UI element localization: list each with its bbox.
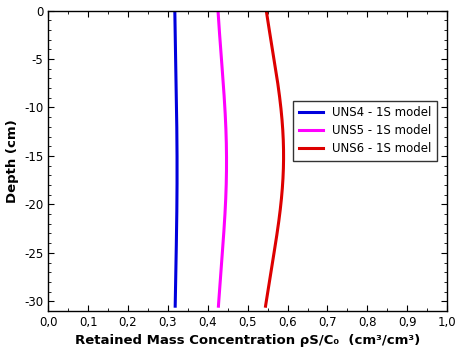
UNS6 - 1S model <box>263 8 269 13</box>
UNS4 - 1S model <box>172 8 177 13</box>
UNS5 - 1S model <box>216 304 221 308</box>
Legend: UNS4 - 1S model, UNS5 - 1S model, UNS6 - 1S model: UNS4 - 1S model, UNS5 - 1S model, UNS6 -… <box>293 101 437 161</box>
Line: UNS4 - 1S model: UNS4 - 1S model <box>175 11 177 306</box>
UNS6 - 1S model <box>272 61 277 65</box>
UNS6 - 1S model <box>280 142 286 146</box>
Line: UNS6 - 1S model: UNS6 - 1S model <box>266 11 284 306</box>
UNS5 - 1S model <box>219 61 225 65</box>
UNS6 - 1S model <box>280 183 286 187</box>
Y-axis label: Depth (cm): Depth (cm) <box>6 119 18 203</box>
Line: UNS5 - 1S model: UNS5 - 1S model <box>218 11 226 306</box>
UNS4 - 1S model <box>173 61 178 65</box>
UNS4 - 1S model <box>174 231 179 235</box>
UNS4 - 1S model <box>173 84 179 89</box>
UNS4 - 1S model <box>172 304 178 308</box>
UNS5 - 1S model <box>223 206 228 210</box>
UNS6 - 1S model <box>275 84 281 89</box>
UNS4 - 1S model <box>174 183 180 187</box>
UNS5 - 1S model <box>221 84 226 89</box>
UNS5 - 1S model <box>224 183 229 187</box>
UNS5 - 1S model <box>224 142 229 146</box>
UNS5 - 1S model <box>215 8 221 13</box>
UNS4 - 1S model <box>174 142 180 146</box>
UNS4 - 1S model <box>174 206 180 210</box>
UNS6 - 1S model <box>263 304 268 308</box>
UNS6 - 1S model <box>278 206 283 210</box>
UNS5 - 1S model <box>221 231 226 235</box>
X-axis label: Retained Mass Concentration ρS/C₀  (cm³/cm³): Retained Mass Concentration ρS/C₀ (cm³/c… <box>75 334 420 347</box>
UNS6 - 1S model <box>274 231 280 235</box>
